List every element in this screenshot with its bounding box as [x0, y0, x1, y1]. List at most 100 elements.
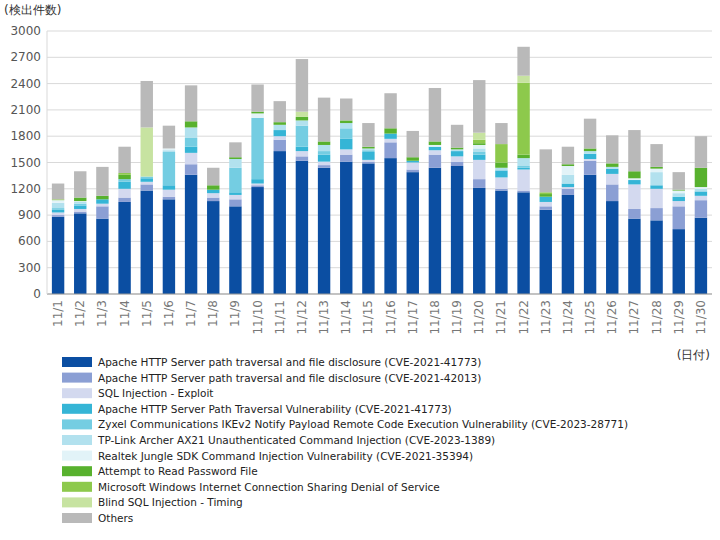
- x-tick-label: 11/27: [627, 300, 641, 335]
- x-tick-label: 11/16: [384, 300, 398, 335]
- bar-segment: [650, 167, 662, 169]
- bar-segment: [296, 156, 308, 160]
- bar-segment: [274, 101, 286, 122]
- bar-segment: [451, 148, 463, 150]
- y-tick-label: 300: [18, 261, 41, 275]
- bar-segment: [606, 163, 618, 167]
- bar-segment: [473, 155, 485, 160]
- x-tick-label: 11/25: [583, 300, 597, 335]
- legend-swatch: [62, 419, 92, 429]
- bar-segment: [695, 218, 707, 294]
- legend-swatch: [62, 388, 92, 398]
- bar-segment: [229, 142, 241, 157]
- x-tick-label: 11/14: [339, 300, 353, 335]
- bar-segment: [318, 165, 330, 168]
- bar-segment: [207, 193, 219, 197]
- bar-segment: [74, 212, 86, 214]
- bar-segment: [251, 113, 263, 117]
- bar-segment: [562, 184, 574, 188]
- x-tick-label: 11/15: [361, 300, 375, 335]
- bar-segment: [229, 206, 241, 294]
- bar-segment: [362, 162, 374, 164]
- bar-segment: [584, 161, 596, 175]
- bar-segment: [673, 193, 685, 197]
- bar-segment: [584, 175, 596, 294]
- legend-label: Blind SQL Injection - Timing: [98, 496, 243, 508]
- legend-swatch: [62, 373, 92, 383]
- x-tick-label: 11/11: [273, 300, 287, 335]
- bar-segment: [362, 152, 374, 160]
- x-tick-label: 11/28: [650, 300, 664, 335]
- bar-segment: [517, 166, 529, 168]
- legend-swatch: [62, 435, 92, 445]
- bar-segment: [628, 130, 640, 171]
- bar-segment: [74, 202, 86, 204]
- x-tick-label: 11/9: [228, 300, 242, 327]
- legend-swatch: [62, 466, 92, 476]
- bar-segment: [695, 196, 707, 200]
- x-tick-label: 11/26: [605, 300, 619, 335]
- y-tick-label: 2700: [10, 50, 41, 64]
- bar-segment: [207, 168, 219, 186]
- bar-segment: [318, 98, 330, 142]
- x-tick-label: 11/22: [517, 300, 531, 335]
- x-tick-label: 11/10: [251, 300, 265, 335]
- bar-segment: [451, 166, 463, 294]
- bar-segment: [540, 194, 552, 197]
- bar-segment: [362, 163, 374, 294]
- bar-segment: [451, 151, 463, 156]
- bar-segment: [473, 80, 485, 133]
- x-tick-label: 11/24: [561, 300, 575, 335]
- bar-segment: [495, 163, 507, 168]
- bar-segment: [207, 201, 219, 294]
- bar-segment: [517, 191, 529, 193]
- bar-segment: [429, 168, 441, 294]
- bar-segment: [185, 127, 197, 138]
- x-tick-label: 11/4: [118, 300, 132, 327]
- bar-segment: [673, 201, 685, 206]
- bar-segment: [340, 120, 352, 123]
- chart: (検出件数)0300600900120015001800210024002700…: [0, 0, 720, 540]
- bar-segment: [429, 150, 441, 154]
- bar-segment: [562, 166, 574, 175]
- bar-segment: [384, 142, 396, 158]
- x-tick-label: 11/1: [51, 300, 65, 327]
- bar-segment: [384, 93, 396, 128]
- bar-segment: [650, 185, 662, 189]
- bar-segment: [362, 150, 374, 152]
- bar-segment: [229, 157, 241, 159]
- bar-segment: [673, 197, 685, 201]
- x-tick-label: 11/21: [494, 300, 508, 335]
- grid-line: [47, 294, 712, 295]
- bar-segment: [540, 197, 552, 202]
- bar-segment: [141, 191, 153, 294]
- bar-segment: [141, 184, 153, 190]
- bar-segment: [584, 119, 596, 149]
- bar-segment: [540, 202, 552, 206]
- bar-segment: [429, 141, 441, 145]
- x-tick-label: 11/3: [95, 300, 109, 327]
- bar-segment: [384, 139, 396, 143]
- bar-segment: [229, 168, 241, 193]
- bar-segment: [96, 219, 108, 294]
- bar-segment: [562, 195, 574, 294]
- grid: [47, 31, 712, 294]
- bar-segment: [274, 125, 286, 130]
- bar-segment: [407, 131, 419, 157]
- bar-segment: [74, 171, 86, 197]
- legend-label: Apache HTTP Server Path Traversal Vulner…: [98, 403, 452, 415]
- bar-segment: [562, 175, 574, 184]
- bar-segment: [540, 210, 552, 294]
- y-axis-line: [47, 31, 48, 294]
- y-tick-label: 600: [18, 234, 41, 248]
- bar-segment: [118, 173, 130, 175]
- bar-segment: [229, 192, 241, 195]
- bar-segment: [229, 199, 241, 206]
- bar-segment: [296, 120, 308, 125]
- bar-segment: [141, 182, 153, 185]
- bar-segment: [207, 185, 219, 189]
- bar-segment: [429, 88, 441, 141]
- legend-swatch: [62, 513, 92, 523]
- bar-segment: [495, 189, 507, 191]
- bar-segment: [695, 187, 707, 189]
